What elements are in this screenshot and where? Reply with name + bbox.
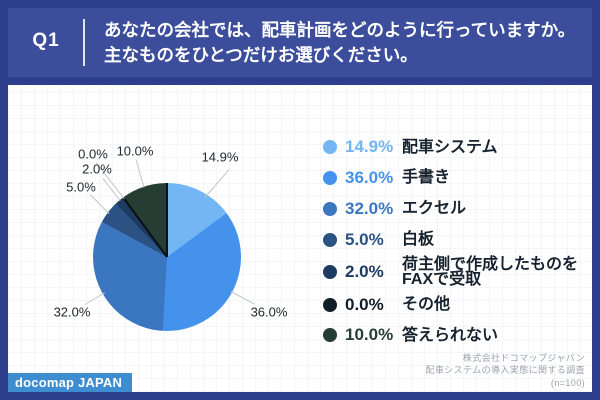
legend-percent: 5.0% bbox=[345, 229, 384, 249]
credit-survey-title: 配車システムの導入実態に関する調査 bbox=[425, 365, 585, 375]
legend-label: その他 bbox=[402, 296, 451, 313]
legend-label: 白板 bbox=[402, 231, 435, 248]
question-text: あなたの会社では、配車計画をどのように行っていますか。 主なものをひとつだけお選… bbox=[104, 18, 575, 68]
legend-dot-icon bbox=[323, 232, 337, 247]
credit-company: 株式会社ドコマップジャパン bbox=[462, 352, 585, 363]
legend-item-kotaerarenai: 10.0% 答えられない bbox=[323, 320, 578, 350]
legend-item-sonota: 0.0% その他 bbox=[323, 289, 578, 320]
legend-dot-icon bbox=[323, 297, 337, 312]
legend-label-line2: FAXで受取 bbox=[402, 271, 482, 288]
legend-label: 手書き bbox=[402, 169, 451, 186]
legend-percent: 14.9% bbox=[345, 137, 394, 156]
leader-line-36-0 bbox=[230, 291, 255, 305]
legend-item-haisha-system: 14.9% 配車システム bbox=[323, 132, 578, 162]
pie-label-10-0: 10.0% bbox=[116, 143, 154, 159]
header-divider bbox=[83, 19, 85, 66]
legend-item-hakuban: 5.0% 白板 bbox=[323, 224, 578, 255]
legend-label: エクセル bbox=[402, 200, 467, 217]
legend-percent: 10.0% bbox=[345, 325, 394, 344]
legend-label-line1: 荷主側で作成したものを bbox=[402, 256, 579, 273]
pie-chart bbox=[93, 183, 241, 331]
legend-percent: 2.0% bbox=[345, 262, 384, 281]
leader-line-10-0 bbox=[135, 159, 145, 188]
leader-line-14-9 bbox=[204, 169, 230, 198]
pie-separator-line bbox=[166, 183, 168, 257]
pie-label-36-0: 36.0% bbox=[250, 304, 288, 320]
legend-item-excel: 32.0% エクセル bbox=[323, 193, 578, 224]
legend-label: 配車システム bbox=[402, 138, 498, 156]
legend-percent: 36.0% bbox=[345, 167, 394, 187]
chart-card: 14.9% 36.0% 32.0% 5.0% 2.0% 0.0% 10.0% 1… bbox=[8, 85, 592, 392]
legend-dot-icon bbox=[323, 170, 337, 185]
legend-dot-icon bbox=[323, 140, 337, 154]
legend-dot-icon bbox=[323, 265, 337, 279]
pie-label-2-0: 2.0% bbox=[82, 161, 112, 177]
pie-label-14-9: 14.9% bbox=[201, 149, 239, 165]
legend-label: 答えられない bbox=[402, 326, 499, 344]
legend-percent: 32.0% bbox=[345, 198, 394, 218]
question-number-badge: Q1 bbox=[32, 30, 60, 51]
legend-dot-icon bbox=[323, 328, 337, 342]
question-line-1: あなたの会社では、配車計画をどのように行っていますか。 bbox=[104, 20, 576, 40]
chart-legend: 14.9% 配車システム 36.0% 手書き 32.0% エクセル 5.0% 白… bbox=[323, 132, 578, 350]
legend-item-fax: 2.0% 荷主側で作成したものを FAXで受取 bbox=[323, 255, 578, 289]
legend-percent: 0.0% bbox=[345, 294, 384, 314]
leader-line-5-0 bbox=[89, 194, 110, 214]
question-header: Q1 あなたの会社では、配車計画をどのように行っていますか。 主なものをひとつだ… bbox=[8, 8, 592, 77]
pie-separator-line bbox=[122, 196, 168, 258]
legend-dot-icon bbox=[323, 201, 337, 216]
docomap-logo: docomap JAPAN bbox=[8, 373, 133, 392]
pie-label-32-0: 32.0% bbox=[53, 304, 91, 320]
legend-label: 荷主側で作成したものを FAXで受取 bbox=[402, 256, 579, 288]
question-line-2: 主なものをひとつだけお選びください。 bbox=[104, 45, 418, 65]
legend-item-tegaki: 36.0% 手書き bbox=[323, 162, 578, 193]
credit-sample-size: (n=100) bbox=[550, 377, 585, 388]
pie-label-0-0: 0.0% bbox=[78, 146, 108, 162]
survey-credit: 株式会社ドコマップジャパン 配車システムの導入実態に関する調査 (n=100) bbox=[425, 352, 585, 390]
pie-label-5-0: 5.0% bbox=[66, 179, 96, 195]
leader-line-32-0 bbox=[84, 292, 105, 305]
